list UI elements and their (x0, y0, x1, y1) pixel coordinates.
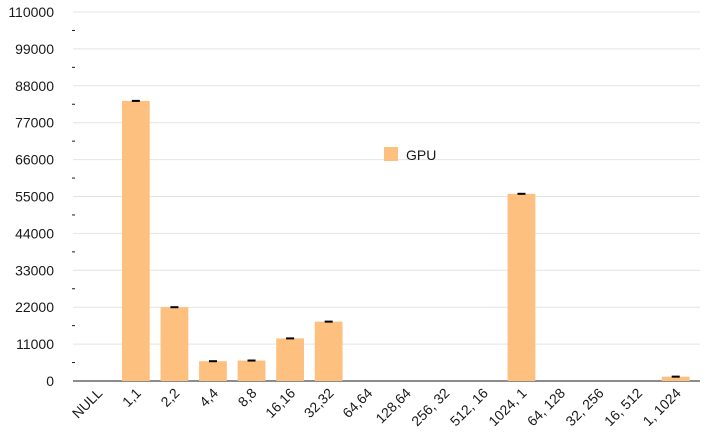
y-tick-label: 0 (46, 373, 54, 389)
error-bar (208, 360, 217, 363)
y-tick-label: 66000 (15, 152, 54, 168)
gridlines (73, 11, 700, 345)
error-bar (671, 375, 680, 378)
x-tick-label: 1, 1024 (639, 385, 683, 429)
y-tick-label: 99000 (15, 41, 54, 57)
bars (121, 99, 690, 382)
x-tick-label: NULL (69, 385, 106, 422)
error-bar (131, 99, 140, 102)
error-bar (286, 337, 295, 340)
x-tick-label: 32, 256 (562, 385, 606, 429)
error-bar (170, 306, 179, 309)
y-tick-label: 110000 (8, 4, 54, 20)
bar-8-8 (237, 360, 266, 381)
bar-1-1 (121, 100, 150, 382)
bar-1-1024 (661, 376, 690, 381)
bar-32-32 (314, 321, 343, 381)
tick-labels: 0 11000 22000 33000 44000 55000 66000 77000 8800… (8, 4, 684, 429)
legend: GPU (384, 147, 436, 163)
x-tick-label: 32,32 (301, 385, 337, 421)
x-tick-label: 16, 512 (601, 385, 645, 429)
error-bar (324, 320, 333, 323)
bar-4-4 (199, 361, 227, 381)
y-tick-label: 44000 (15, 225, 54, 241)
y-tick-label: 11000 (16, 336, 54, 352)
y-tick-label: 55000 (15, 189, 54, 205)
x-tick-label: 8,8 (235, 385, 260, 410)
x-tick-label: 16,16 (262, 385, 298, 421)
y-tick-label: 22000 (15, 299, 54, 315)
legend-label-gpu: GPU (406, 147, 436, 163)
bar-1024-1 (507, 193, 536, 381)
x-tick-label: 1024, 1 (485, 385, 529, 429)
x-tick-label: 256, 32 (408, 385, 452, 429)
y-tick-label: 33000 (15, 262, 54, 278)
legend-swatch-gpu (384, 147, 398, 161)
error-bar (517, 192, 526, 195)
x-tick-label: 128,64 (372, 385, 414, 427)
x-tick-label: 64, 128 (524, 385, 568, 429)
bar-2-2 (160, 307, 189, 381)
x-tick-label: 512, 16 (447, 385, 491, 429)
bar-16-16 (276, 338, 304, 381)
y-tick-label: 88000 (15, 78, 54, 94)
x-tick-label: 64,64 (339, 385, 375, 421)
y-tick-label: 77000 (15, 115, 54, 131)
error-bar (247, 359, 256, 362)
x-tick-label: 2,2 (157, 385, 182, 410)
x-tick-label: 1,1 (119, 385, 144, 410)
x-tick-label: 4,4 (196, 385, 221, 410)
